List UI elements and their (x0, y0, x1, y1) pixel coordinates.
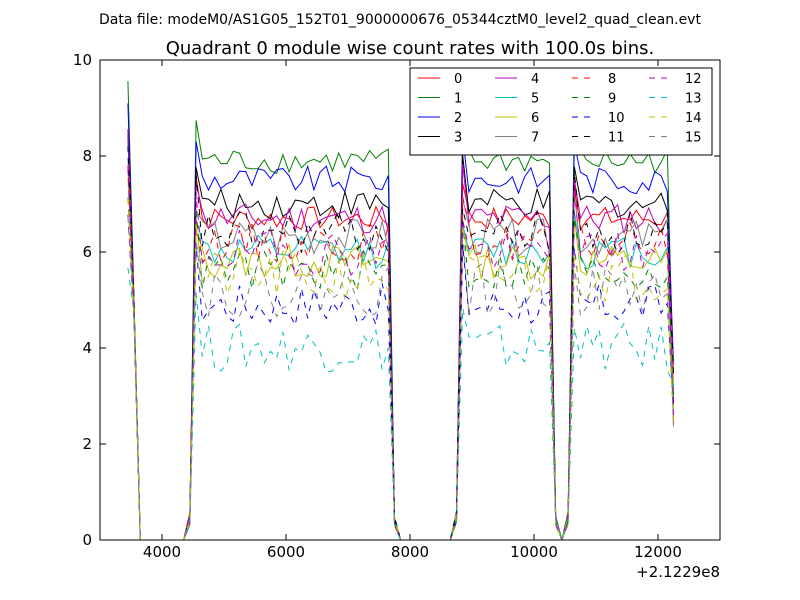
legend-label-14: 14 (685, 111, 702, 126)
series-line-13 (127, 267, 674, 540)
legend-label-10: 10 (608, 111, 625, 126)
legend-label-0: 0 (454, 72, 462, 87)
x-tick-label: 4000 (143, 543, 181, 561)
x-tick-label: 10000 (510, 543, 558, 561)
series-layer (127, 81, 674, 540)
legend-label-15: 15 (685, 131, 702, 146)
legend-box (409, 67, 713, 156)
x-axis: 4000 6000 8000 10000 12000 (143, 60, 682, 561)
series-line-15 (127, 216, 674, 540)
series-line-14 (127, 198, 674, 540)
x-tick-label: 8000 (391, 543, 429, 561)
y-tick-label: 10 (73, 51, 92, 69)
x-offset-label: +2.1229e8 (636, 563, 720, 581)
legend-label-4: 4 (531, 72, 539, 87)
x-tick-label: 12000 (634, 543, 682, 561)
x-tick-label: 6000 (267, 543, 305, 561)
series-line-11 (127, 146, 674, 540)
y-tick-label: 6 (82, 243, 92, 261)
y-tick-label: 2 (82, 435, 92, 453)
legend-label-13: 13 (685, 92, 702, 107)
y-tick-label: 8 (82, 147, 92, 165)
legend-label-7: 7 (531, 131, 539, 146)
legend-label-8: 8 (608, 72, 616, 87)
series-line-10 (127, 215, 674, 540)
legend-label-12: 12 (685, 72, 702, 87)
legend-label-3: 3 (454, 131, 462, 146)
legend-label-2: 2 (454, 111, 462, 126)
figure-suptitle: Data file: modeM0/AS1G05_152T01_90000006… (99, 12, 701, 28)
legend-label-11: 11 (608, 131, 625, 146)
y-tick-label: 4 (82, 339, 92, 357)
legend-label-9: 9 (608, 92, 616, 107)
chart-title: Quadrant 0 module wise count rates with … (166, 38, 655, 59)
legend-label-6: 6 (531, 111, 539, 126)
y-tick-label: 0 (82, 531, 92, 549)
legend-label-1: 1 (454, 92, 462, 107)
legend-label-5: 5 (531, 92, 539, 107)
